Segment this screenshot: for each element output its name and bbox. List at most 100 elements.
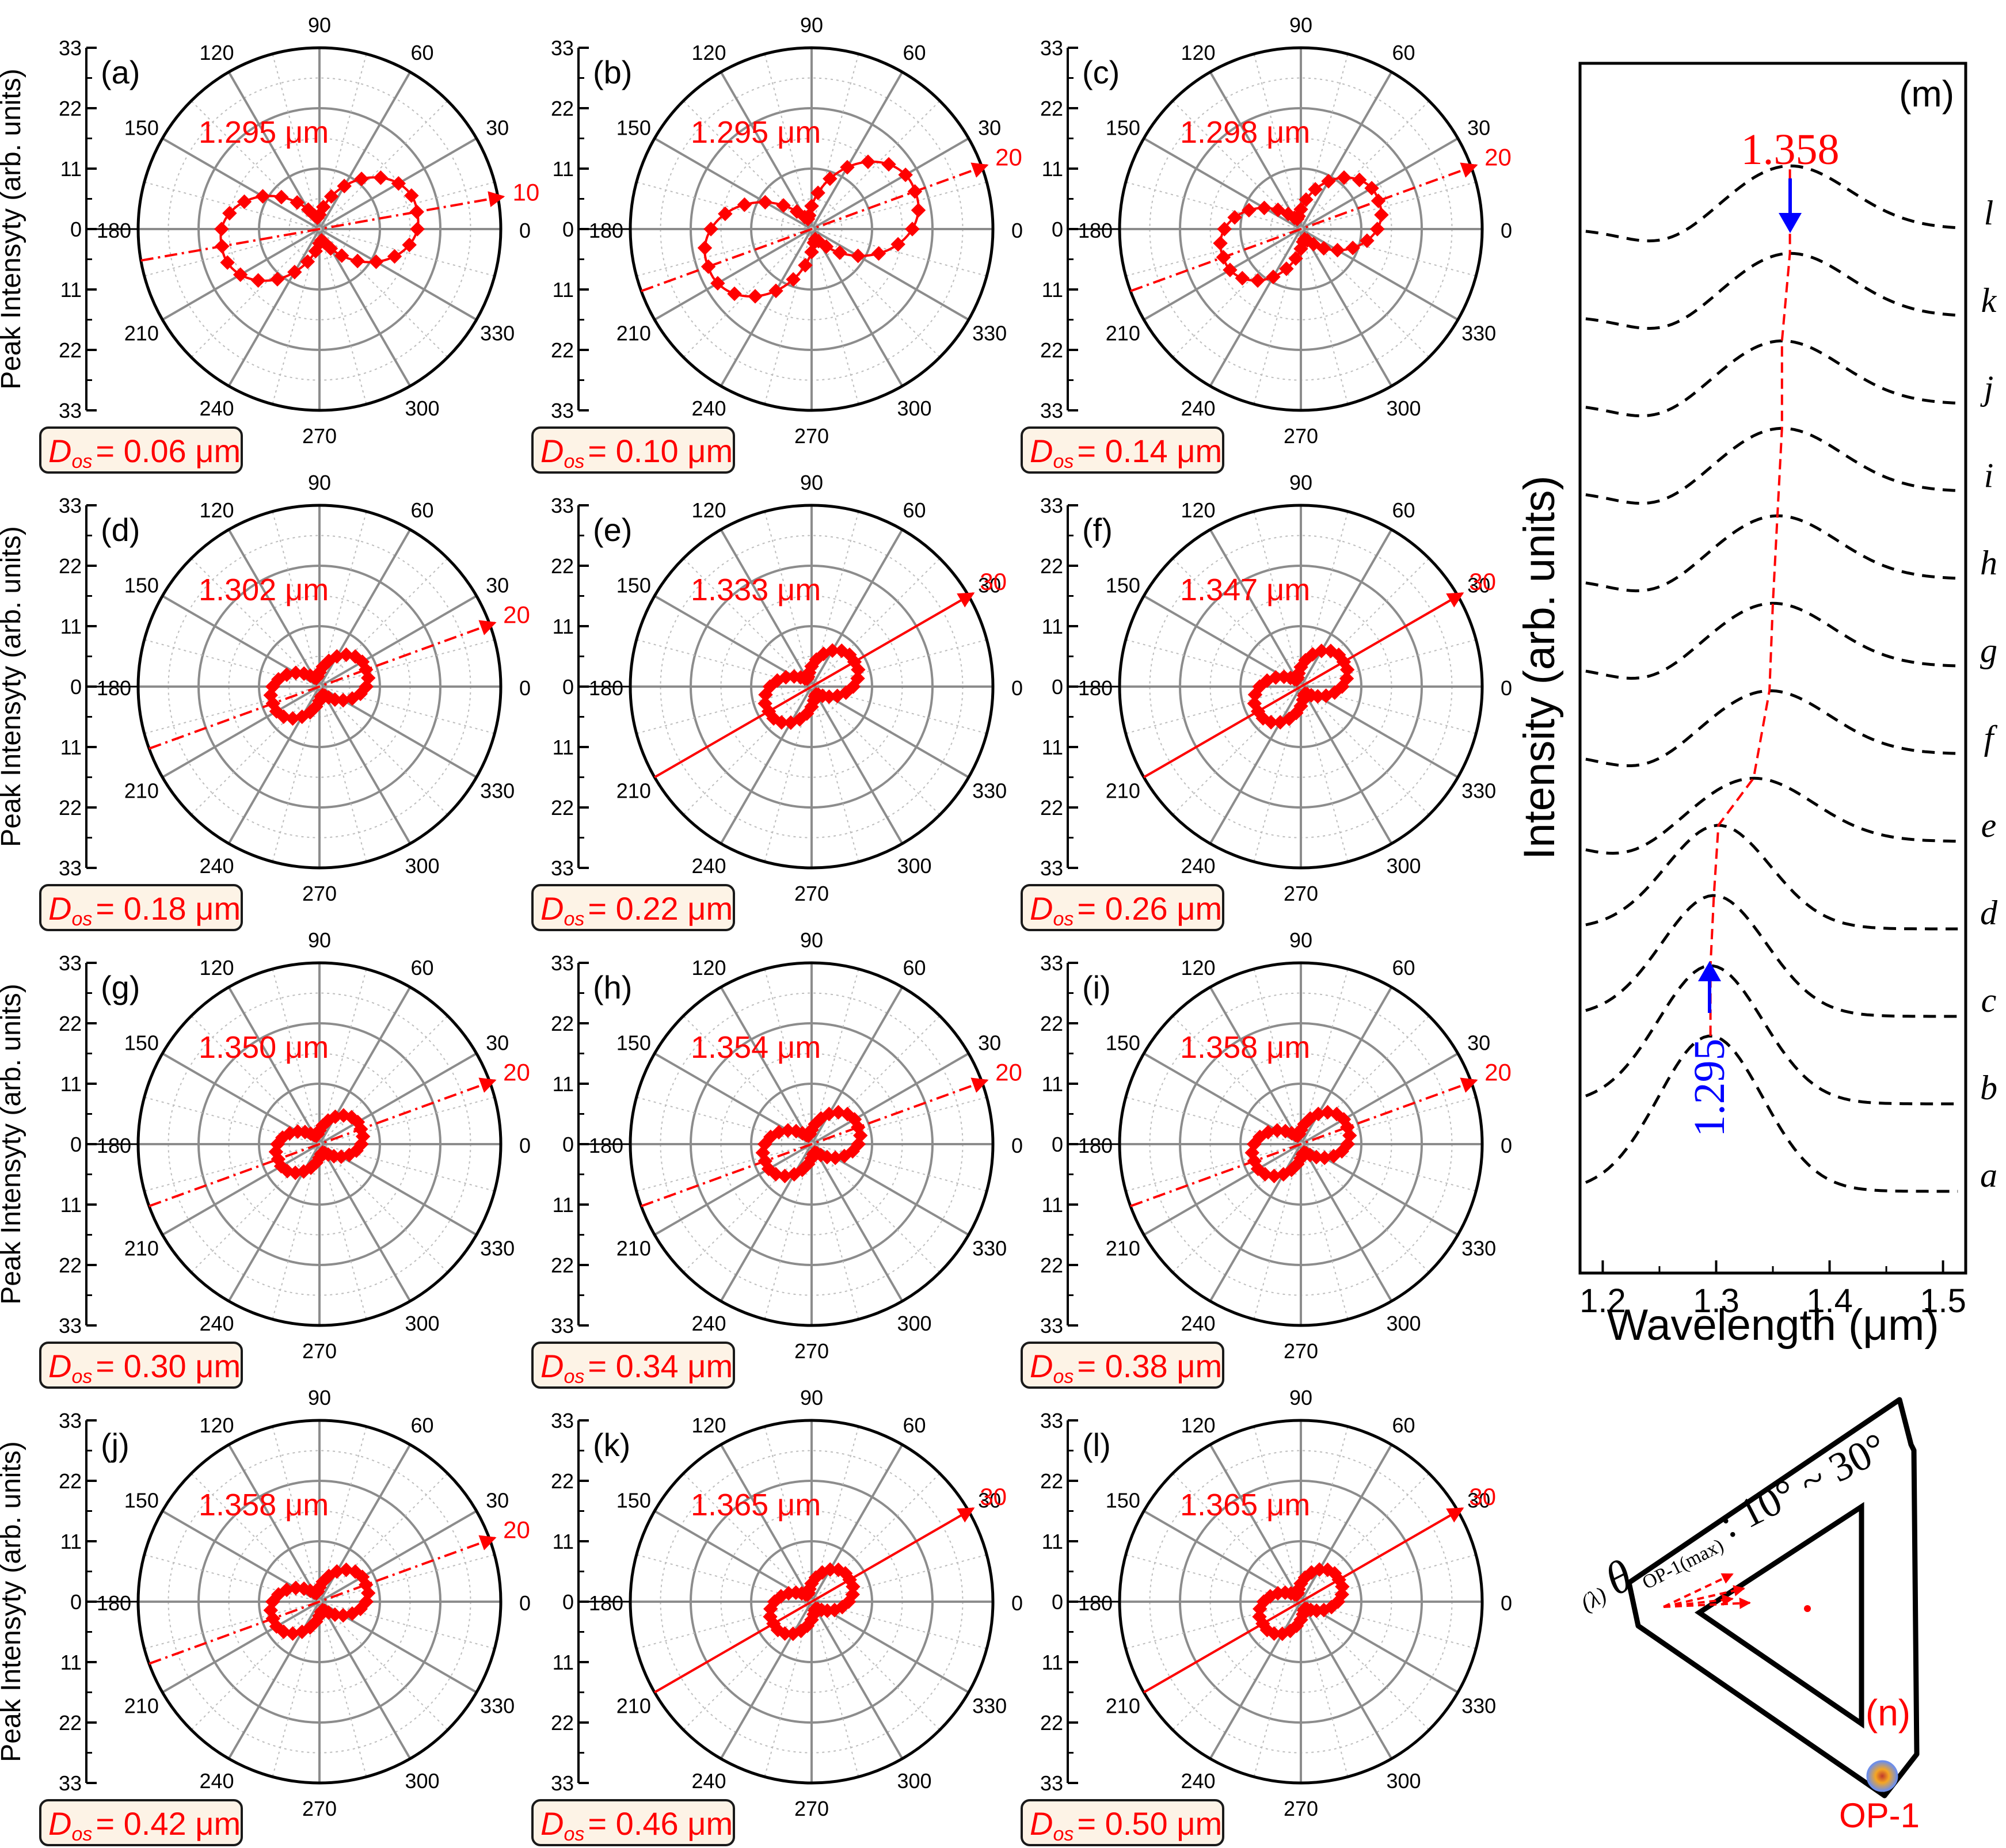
angle-label-150: 150 bbox=[1106, 1031, 1140, 1055]
spectra-plot-frame bbox=[1578, 62, 1967, 1275]
minor-spoke bbox=[319, 1601, 448, 1731]
spoke-120 bbox=[227, 1444, 321, 1602]
max-direction-arrow bbox=[654, 592, 975, 779]
spoke-30 bbox=[318, 1052, 477, 1145]
dos-value: = 0.10 μm bbox=[588, 433, 733, 469]
minor-spoke bbox=[811, 1473, 941, 1602]
arrow-angle-label: 30 bbox=[1469, 568, 1496, 595]
data-point bbox=[250, 273, 266, 288]
minor-spoke bbox=[811, 54, 859, 230]
spectra-panel: (m) 1.2 1.3 1.4 1.5 Wavelength (μm) Intensi… bbox=[1515, 62, 1998, 1350]
minor-spoke bbox=[811, 228, 987, 277]
angle-label-120: 120 bbox=[1181, 1413, 1215, 1437]
dos-symbol: D bbox=[48, 1348, 71, 1384]
dos-symbol: D bbox=[540, 890, 564, 927]
dos-value: = 0.42 μm bbox=[96, 1805, 241, 1842]
angle-label-120: 120 bbox=[199, 41, 234, 64]
minor-spoke bbox=[1125, 228, 1301, 277]
angle-label-240: 240 bbox=[691, 1312, 726, 1335]
angle-label-300: 300 bbox=[897, 1312, 931, 1335]
arrow-angle-label: 20 bbox=[995, 143, 1022, 170]
radial-tick-label: 0 bbox=[1052, 218, 1063, 241]
data-point bbox=[798, 258, 813, 273]
radial-tick-label: 11 bbox=[60, 615, 82, 638]
radial-tick-label: 0 bbox=[70, 675, 82, 699]
panel-label: (g) bbox=[101, 969, 140, 1005]
spectrum-curve-i bbox=[1585, 426, 1958, 505]
peak-wavelength-label: 1.347 μm bbox=[1180, 573, 1310, 607]
angle-label-330: 330 bbox=[972, 779, 1007, 803]
minor-spoke bbox=[319, 686, 495, 734]
angle-label-180: 180 bbox=[97, 219, 131, 242]
radial-tick-label: 11 bbox=[553, 157, 574, 181]
spoke-210 bbox=[162, 1143, 320, 1236]
angle-label-210: 210 bbox=[1106, 1694, 1140, 1718]
spoke-60 bbox=[810, 1444, 904, 1602]
dos-subscript: os bbox=[564, 451, 584, 473]
radial-tick-label: 33 bbox=[551, 856, 574, 880]
radial-tick-label: 33 bbox=[59, 494, 82, 517]
angle-label-300: 300 bbox=[897, 397, 931, 420]
angle-label-270: 270 bbox=[1284, 882, 1318, 905]
dos-label: Dos = 0.38 μm bbox=[1030, 1348, 1222, 1388]
dos-box bbox=[1021, 1799, 1224, 1846]
polar-panel-e: 0 30 60 90 120 150 180 210 240 270 300 330 33 22 11 0 11… bbox=[531, 471, 1023, 931]
radial-tick-label: 33 bbox=[1040, 1771, 1063, 1795]
spoke-120 bbox=[720, 986, 813, 1145]
peak-shift-trace bbox=[1709, 166, 1791, 1036]
data-point bbox=[701, 259, 716, 275]
x-tick-label: 1.2 bbox=[1579, 1282, 1626, 1320]
data-point bbox=[373, 170, 389, 185]
spoke-30 bbox=[1300, 137, 1459, 230]
arrow-angle-label: 20 bbox=[503, 601, 530, 628]
radial-tick-label: 33 bbox=[1040, 1409, 1063, 1432]
minor-spoke bbox=[811, 100, 941, 230]
dos-symbol: D bbox=[1030, 1805, 1053, 1842]
minor-spoke bbox=[683, 1473, 812, 1602]
angle-label-150: 150 bbox=[616, 574, 651, 597]
series-label-b: b bbox=[1980, 1069, 1997, 1107]
cavity-inner-outline bbox=[1694, 1502, 1864, 1729]
spoke-120 bbox=[720, 1444, 813, 1602]
angle-label-240: 240 bbox=[199, 1312, 234, 1335]
data-point bbox=[1235, 270, 1250, 286]
angle-label-90: 90 bbox=[1289, 471, 1312, 494]
formula-prefix: (λ) bbox=[1577, 1582, 1611, 1616]
data-point bbox=[409, 204, 424, 219]
data-point bbox=[810, 185, 825, 200]
data-point bbox=[222, 205, 237, 221]
angle-label-30: 30 bbox=[978, 1489, 1001, 1512]
angle-label-90: 90 bbox=[308, 13, 331, 37]
angle-label-210: 210 bbox=[616, 322, 651, 345]
panel-label: (h) bbox=[593, 969, 632, 1005]
dos-value: = 0.38 μm bbox=[1077, 1348, 1222, 1384]
data-point bbox=[410, 222, 425, 237]
radial-tick-label: 0 bbox=[1052, 675, 1063, 699]
cavity-outer-outline bbox=[1626, 1397, 1920, 1799]
minor-spoke bbox=[1300, 100, 1430, 230]
minor-spoke bbox=[1172, 1144, 1301, 1273]
minor-spoke bbox=[1172, 558, 1301, 687]
radial-tick-label: 22 bbox=[551, 97, 574, 120]
minor-spoke bbox=[683, 1144, 812, 1273]
spoke-300 bbox=[318, 228, 412, 387]
radial-tick-label: 33 bbox=[59, 36, 82, 60]
angle-label-270: 270 bbox=[302, 424, 337, 448]
spoke-150 bbox=[654, 137, 813, 230]
angle-label-150: 150 bbox=[124, 1489, 159, 1512]
data-point bbox=[1334, 1587, 1349, 1602]
dos-symbol: D bbox=[48, 890, 71, 927]
angle-label-240: 240 bbox=[691, 1769, 726, 1793]
spectra-curves bbox=[1585, 164, 1958, 1193]
radial-tick-label: 11 bbox=[60, 157, 82, 181]
radial-tick-label: 22 bbox=[1040, 554, 1063, 578]
minor-spoke bbox=[144, 228, 320, 277]
spoke-300 bbox=[810, 685, 904, 844]
data-point bbox=[233, 267, 248, 283]
angle-label-0: 0 bbox=[519, 219, 531, 242]
radial-tick-label: 33 bbox=[1040, 856, 1063, 880]
spectrum-curve-l bbox=[1585, 164, 1958, 243]
angle-label-270: 270 bbox=[794, 882, 829, 905]
angle-label-0: 0 bbox=[1501, 1134, 1512, 1157]
minor-spoke bbox=[319, 1144, 367, 1320]
